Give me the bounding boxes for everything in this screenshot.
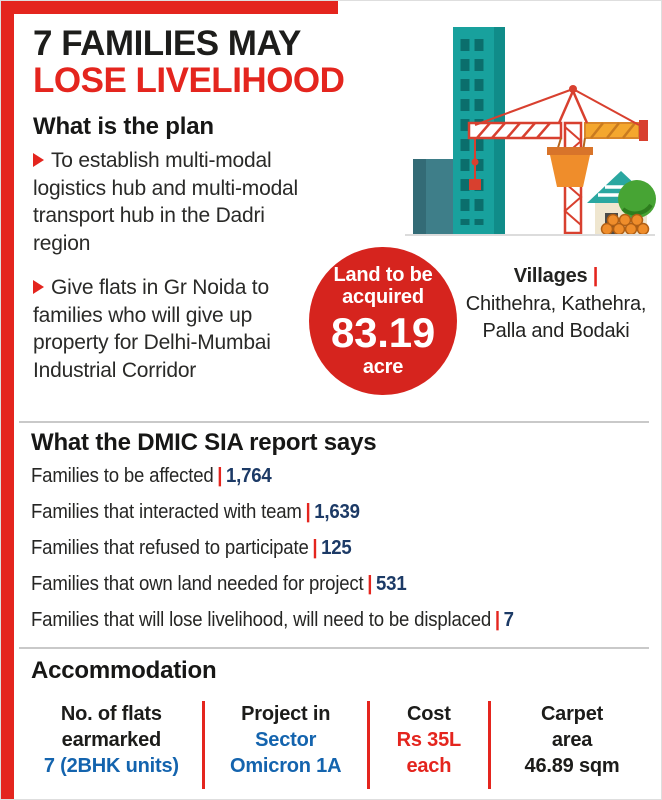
accommodation-cell-label: Project in xyxy=(241,703,331,725)
column-separator xyxy=(366,701,370,789)
report-row: Families that refused to participate | 125 xyxy=(31,537,615,560)
report-row-label: Families that will lose livelihood, will… xyxy=(31,609,492,631)
plan-heading: What is the plan xyxy=(33,113,214,140)
land-badge-text: acquired xyxy=(342,286,424,309)
villages-names: Chithehra, Kathehra, Palla and Bodaki xyxy=(465,292,647,343)
report-row: Families that interacted with team | 1,639 xyxy=(31,501,615,524)
report-row: Families that will lose livelihood, will… xyxy=(31,609,615,632)
accommodation-cell-value: Sector Omicron 1A xyxy=(229,729,342,777)
column-separator xyxy=(488,701,492,789)
accommodation-cell-project: Project in Sector Omicron 1A xyxy=(205,701,367,779)
crane-hook xyxy=(469,138,481,190)
plan-bullet: Give flats in Gr Noida to families who w… xyxy=(33,274,317,385)
headline: 7 FAMILIES MAY LOSE LIVELIHOOD xyxy=(33,24,345,101)
accommodation-heading: Accommodation xyxy=(31,657,217,684)
building-small-icon xyxy=(413,159,453,235)
villages-label: Villages xyxy=(513,265,588,287)
accommodation-cell-label: Cost xyxy=(407,703,451,725)
report-row-label: Families to be affected xyxy=(31,465,214,487)
accommodation-cell-flats: No. of flats earmarked 7 (2BHK units) xyxy=(21,701,202,779)
plan-bullet-text: To establish multi-modal logistics hub a… xyxy=(33,149,298,256)
accommodation-cell-value: 46.89 sqm xyxy=(524,755,620,777)
report-row-value: 125 xyxy=(321,537,352,559)
land-acquired-value: 83.19 xyxy=(330,308,436,356)
accommodation-cell-value: 7 (2BHK units) xyxy=(43,755,179,777)
report-row-label: Families that refused to participate xyxy=(31,537,309,559)
report-heading: What the DMIC SIA report says xyxy=(31,429,377,456)
report-row-separator: | xyxy=(312,537,318,559)
villages-block: Villages | Chithehra, Kathehra, Palla an… xyxy=(453,263,659,346)
headline-line1: 7 FAMILIES MAY xyxy=(33,24,301,63)
accommodation-cell-value: Rs 35L each xyxy=(396,729,462,777)
report-row-label: Families that own land needed for projec… xyxy=(31,573,364,595)
report-row-separator: | xyxy=(367,573,373,595)
accommodation-cell-cost: Cost Rs 35L each xyxy=(370,701,488,779)
report-row-label: Families that interacted with team xyxy=(31,501,302,523)
headline-line2: LOSE LIVELIHOOD xyxy=(33,61,345,101)
land-acquired-unit: acre xyxy=(362,355,404,378)
crane-jib xyxy=(467,120,648,141)
arrow-bullet-icon xyxy=(33,153,44,167)
crane-apex xyxy=(474,85,640,126)
logs-icon xyxy=(600,213,650,236)
arrow-bullet-icon xyxy=(33,279,44,294)
villages-separator: | xyxy=(592,265,599,287)
report-row: Families to be affected | 1,764 xyxy=(31,465,615,488)
frame-left-bar xyxy=(1,1,14,799)
report-row-value: 531 xyxy=(376,573,407,595)
plan-bullet: To establish multi-modal logistics hub a… xyxy=(33,147,317,258)
report-row-separator: | xyxy=(494,609,500,631)
accommodation-cell-label: Carpet area xyxy=(540,703,604,751)
accommodation-cell-label: No. of flats earmarked xyxy=(60,703,162,751)
section-divider xyxy=(19,421,649,423)
report-row-separator: | xyxy=(217,465,223,487)
construction-illustration xyxy=(405,27,656,236)
column-separator xyxy=(201,701,205,789)
report-row-value: 7 xyxy=(503,609,514,631)
report-row: Families that own land needed for projec… xyxy=(31,573,615,596)
plan-bullet-text: Give flats in Gr Noida to families who w… xyxy=(33,275,271,383)
land-badge-text: Land to be xyxy=(333,264,433,286)
report-rows: Families to be affected | 1,764 Families t… xyxy=(31,465,659,645)
report-row-separator: | xyxy=(305,501,311,523)
accommodation-cell-carpet-area: Carpet area 46.89 sqm xyxy=(491,701,653,779)
section-divider xyxy=(19,647,649,649)
land-acquired-badge: Land to be acquired 83.19 acre xyxy=(309,247,457,395)
report-row-value: 1,639 xyxy=(314,501,360,523)
report-row-value: 1,764 xyxy=(225,465,272,487)
accommodation-table: No. of flats earmarked 7 (2BHK units) Pr… xyxy=(21,701,653,789)
frame-top-bar xyxy=(1,1,338,14)
plan-bullets: To establish multi-modal logistics hub a… xyxy=(33,147,317,401)
villages-heading: Villages | xyxy=(453,263,659,291)
bucket-icon xyxy=(547,137,593,187)
